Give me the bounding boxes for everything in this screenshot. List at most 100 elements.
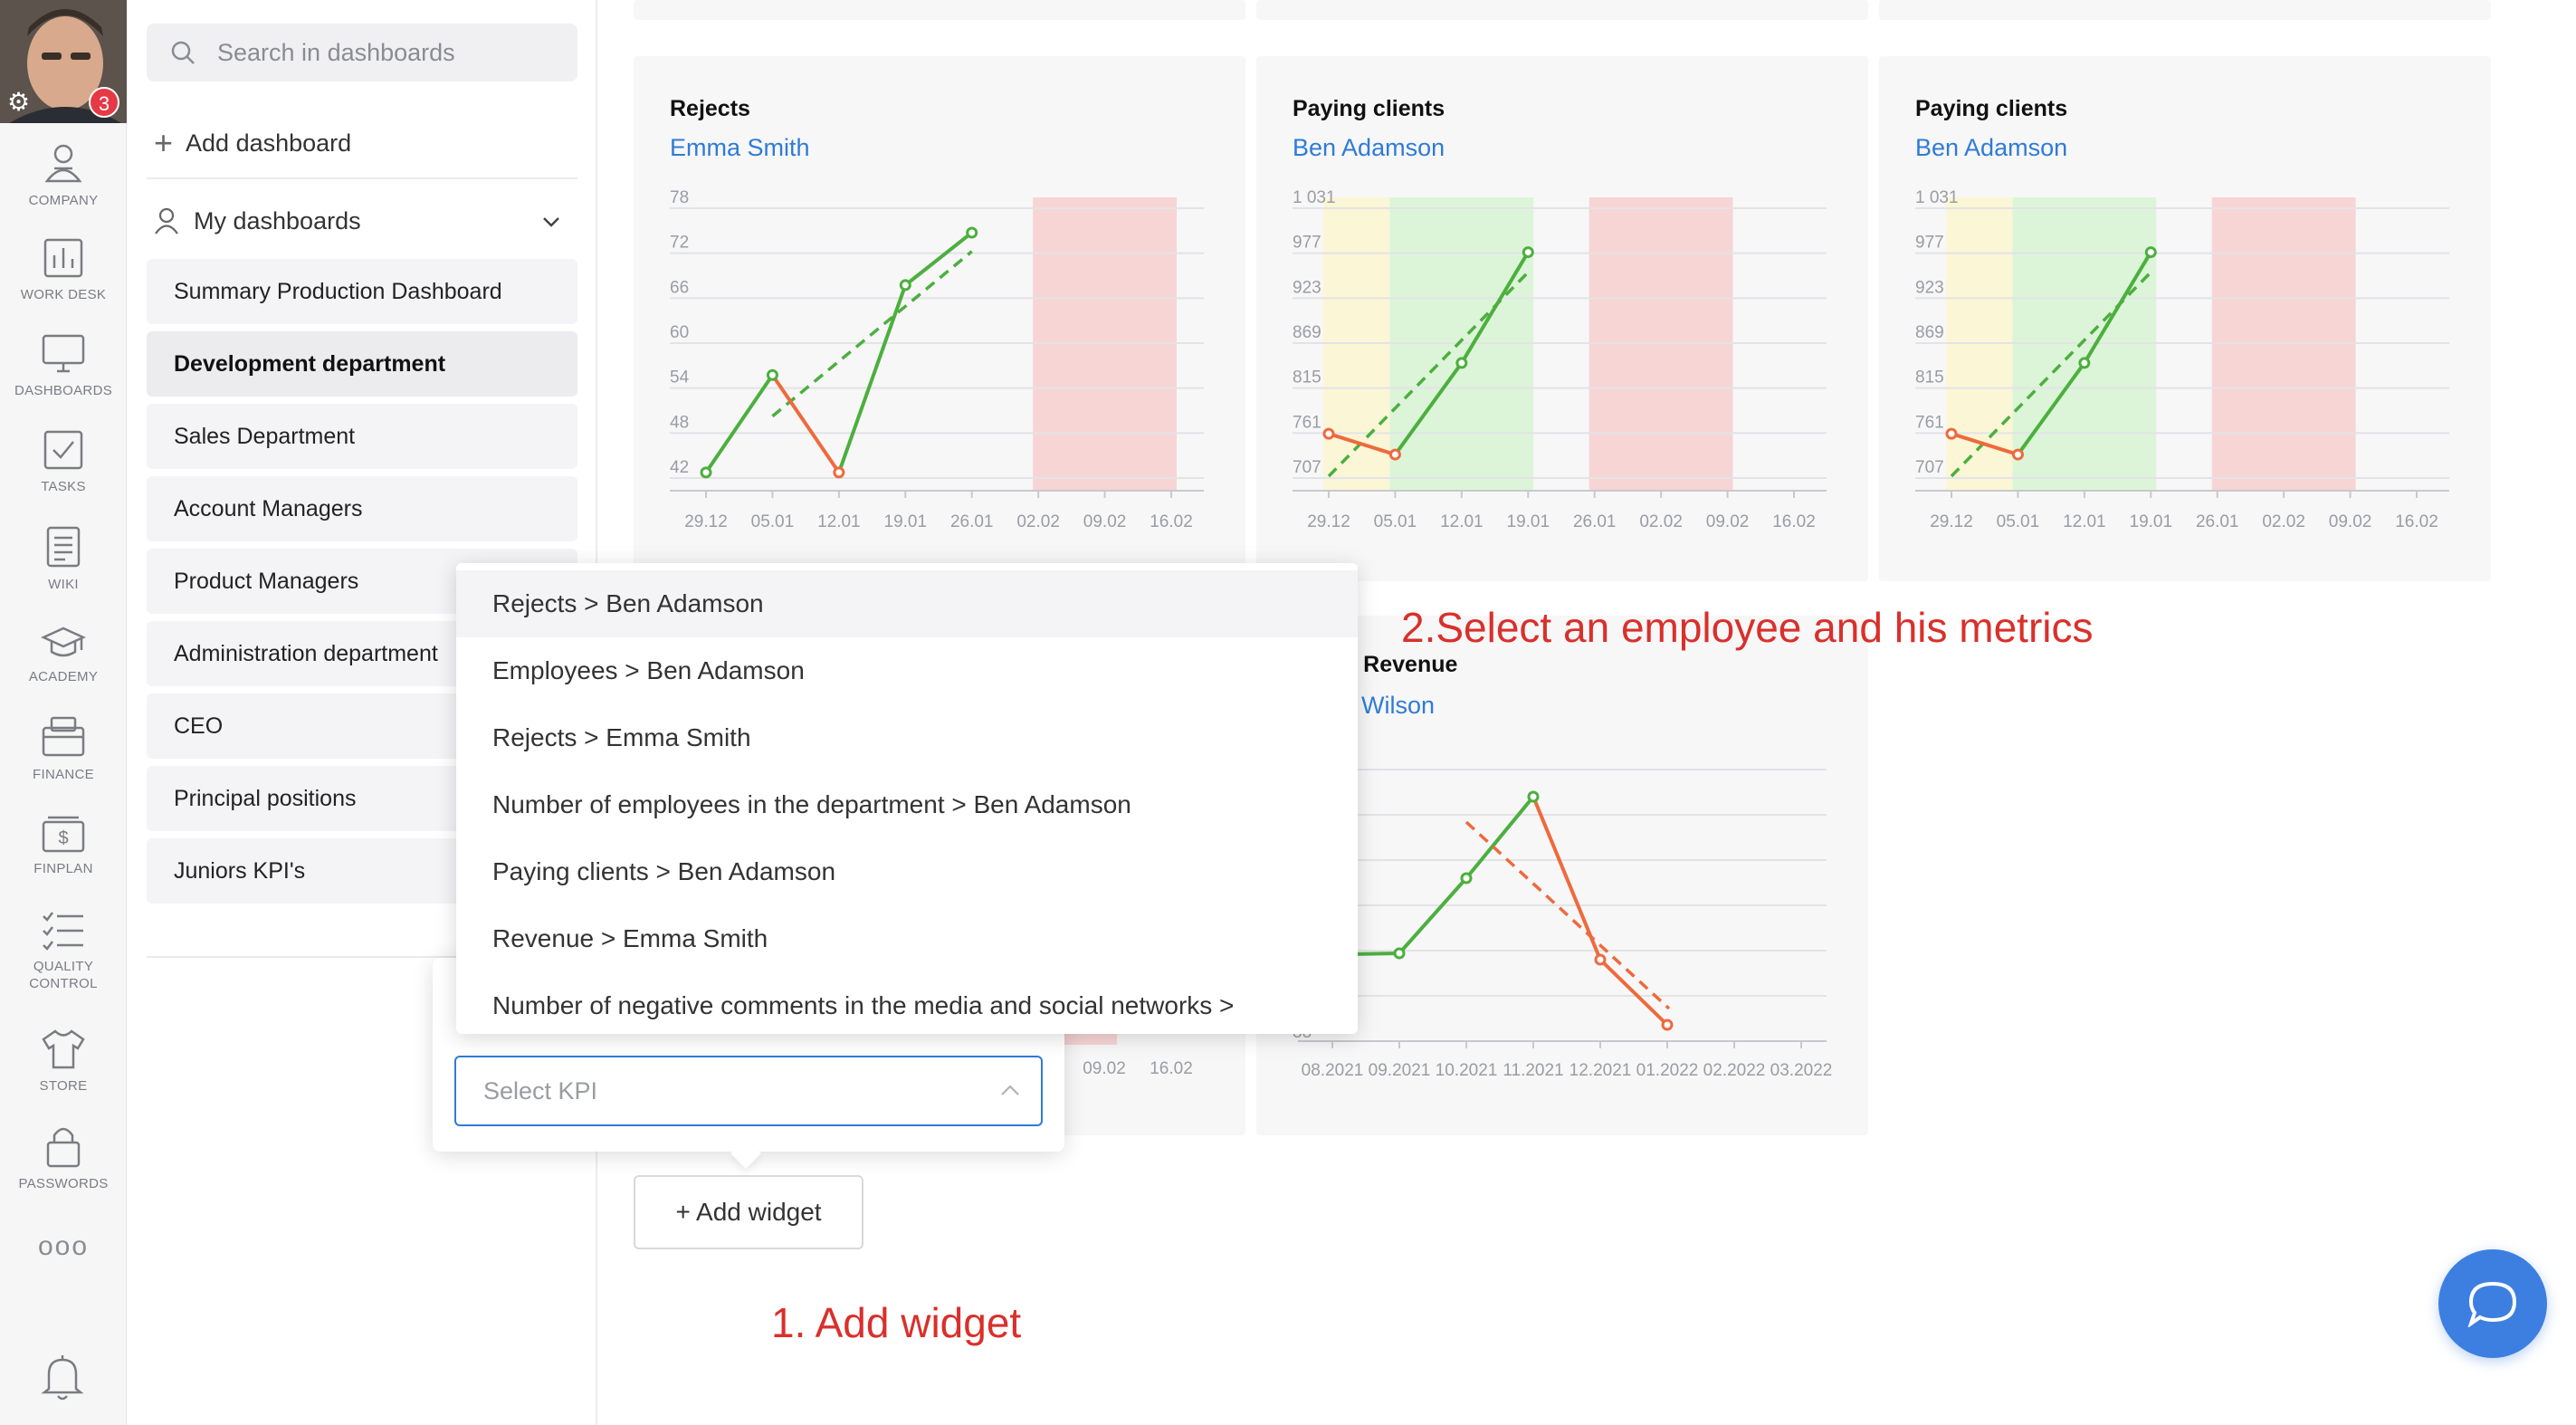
kpi-option[interactable]: Number of negative comments in the media… <box>492 991 1235 1019</box>
widget-card[interactable]: Rejects Emma Smith 78 72 66 60 54 48 42 29.12 05… <box>634 56 1245 581</box>
annotation-step-1: 1. Add widget <box>771 1299 1022 1346</box>
gear-icon[interactable]: ⚙ <box>7 88 31 116</box>
series-segment <box>1393 361 1464 456</box>
series-segment <box>1598 958 1669 1027</box>
data-point <box>1522 246 1534 259</box>
rail-item-store[interactable]: STORE <box>0 1028 127 1119</box>
chevron-down-icon <box>543 217 559 227</box>
widget-person-link[interactable]: Emma Smith <box>670 134 810 161</box>
search-input[interactable] <box>147 24 577 81</box>
y-tick: 60 <box>670 323 689 342</box>
rail-item-quality-control[interactable]: QUALITY CONTROL <box>0 909 127 999</box>
rail-item-academy[interactable]: ACADEMY <box>0 625 127 715</box>
series-segment <box>1951 432 2019 456</box>
divider <box>147 177 577 179</box>
widget-card[interactable]: Paying clients Ben Adamson 1 031 977 923 86… <box>1879 56 2491 581</box>
rail-label: FINANCE <box>33 767 94 782</box>
series-segment <box>904 231 973 287</box>
wiki-icon <box>46 526 81 568</box>
series-segment <box>704 374 775 473</box>
widget-chart: 78 72 66 60 54 48 42 29.12 05.01 12.01 19.01 26.01 0… <box>670 188 1204 531</box>
bell-icon[interactable] <box>40 1353 85 1401</box>
y-tick: 815 <box>1915 368 1944 387</box>
rail-item-company[interactable]: COMPANY <box>0 141 127 232</box>
rail-label: TASKS <box>41 479 86 494</box>
passwords-icon <box>46 1127 81 1168</box>
rail-item-work-desk[interactable]: WORK DESK <box>0 237 127 328</box>
x-tick: 11.2021 <box>1503 1061 1563 1080</box>
x-tick: 29.12 <box>1307 512 1350 531</box>
kpi-option[interactable]: Paying clients > Ben Adamson <box>492 857 836 885</box>
add-dashboard-button[interactable]: + Add dashboard <box>154 123 351 163</box>
widget-person-link[interactable]: Ben Adamson <box>1915 134 2068 161</box>
y-tick: 815 <box>1293 368 1321 387</box>
chat-button[interactable] <box>2438 1249 2547 1358</box>
tasks-icon <box>43 430 83 470</box>
series-segment <box>1460 251 1531 364</box>
y-tick: 977 <box>1293 234 1321 253</box>
data-point <box>766 368 778 381</box>
kpi-option[interactable]: Employees > Ben Adamson <box>492 656 805 684</box>
x-tick: 08.2021 <box>1302 1061 1364 1080</box>
rail-item-tasks[interactable]: TASKS <box>0 429 127 520</box>
x-tick: 09.2021 <box>1369 1061 1431 1080</box>
x-tick: 29.12 <box>1930 512 1973 531</box>
widget-person-link[interactable]: Ben Adamson <box>1293 134 1445 161</box>
widget-card[interactable]: tric] Revenue Wilson 3808.202109.202110.… <box>1256 616 1868 1135</box>
x-tick: 12.01 <box>817 512 861 531</box>
x-tick: 02.2022 <box>1703 1061 1766 1080</box>
widget-chart: 1 031 977 923 869 815 761 707 29.12 05.01 12.01 19… <box>1915 188 2449 531</box>
rail-item-finplan[interactable]: $ FINPLAN <box>0 815 127 905</box>
my-dashboards-label: My dashboards <box>194 206 361 234</box>
x-tick: 09.02 <box>1706 512 1750 531</box>
kpi-option[interactable]: Revenue > Emma Smith <box>492 924 768 952</box>
store-icon <box>42 1029 85 1069</box>
rail-item-wiki[interactable]: WIKI <box>0 525 127 616</box>
dashboard-item[interactable]: Summary Production Dashboard <box>147 259 577 324</box>
more-icon[interactable]: ooo <box>37 1231 90 1261</box>
rail-label: WORK DESK <box>20 287 107 302</box>
my-dashboards-toggle[interactable]: My dashboards <box>154 201 577 241</box>
kpi-select[interactable]: Select KPI <box>454 1056 1043 1126</box>
y-tick: 761 <box>1915 413 1944 432</box>
rail-item-finance[interactable]: FINANCE <box>0 715 127 806</box>
data-point <box>1661 1019 1674 1031</box>
left-rail: ⚙ 3 COMPANY WORK DESK DASHBOARDS TASKS W… <box>0 0 127 1425</box>
company-icon <box>44 144 82 183</box>
dashboard-item[interactable]: Account Managers <box>147 476 577 541</box>
rail-label: COMPANY <box>28 193 99 208</box>
kpi-dropdown: Rejects > Ben Adamson Employees > Ben Ad… <box>456 563 1358 1034</box>
avatar[interactable]: ⚙ 3 <box>0 0 127 123</box>
rail-label: WIKI <box>48 577 79 592</box>
kpi-option[interactable]: Rejects > Emma Smith <box>492 723 751 751</box>
kpi-option[interactable]: Rejects > Ben Adamson <box>456 570 1358 637</box>
dashboard-item[interactable]: Sales Department <box>147 404 577 469</box>
finance-icon <box>42 716 85 757</box>
data-point <box>1527 790 1540 803</box>
rail-item-dashboards[interactable]: DASHBOARDS <box>0 333 127 424</box>
x-tick: 26.01 <box>950 512 994 531</box>
rail-label: FINPLAN <box>33 861 93 876</box>
data-point <box>1388 448 1401 461</box>
rail-label: QUALITY CONTROL <box>29 959 98 991</box>
notification-badge: 3 <box>89 87 119 118</box>
data-point <box>700 466 712 479</box>
widget-person-link[interactable]: Wilson <box>1361 692 1436 719</box>
series-segment <box>836 284 908 473</box>
dashboards-icon <box>42 334 85 373</box>
x-tick: 05.01 <box>751 512 795 531</box>
y-tick: 1 031 <box>1293 188 1336 207</box>
dashboard-item-active[interactable]: Development department <box>147 331 577 397</box>
kpi-option[interactable]: Number of employees in the department > … <box>492 790 1131 818</box>
widget-card-partial <box>1256 0 1868 20</box>
x-tick: 10.2021 <box>1436 1061 1498 1080</box>
series-segment <box>2016 361 2086 456</box>
x-tick: 02.02 <box>1639 512 1683 531</box>
series-segment <box>2083 251 2153 364</box>
data-point <box>1460 872 1473 885</box>
add-widget-button[interactable]: + Add widget <box>634 1175 863 1249</box>
y-tick: 869 <box>1915 323 1944 342</box>
widget-card[interactable]: Paying clients Ben Adamson 1 031 977 923 86… <box>1256 56 1868 581</box>
work-desk-icon <box>43 238 83 278</box>
rail-item-passwords[interactable]: PASSWORDS <box>0 1124 127 1215</box>
